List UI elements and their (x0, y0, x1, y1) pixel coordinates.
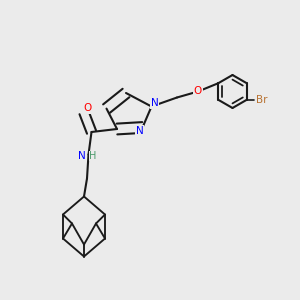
Text: N: N (78, 151, 86, 161)
Text: H: H (89, 151, 97, 161)
Text: N: N (151, 98, 158, 109)
Text: O: O (194, 86, 202, 97)
Text: Br: Br (256, 95, 268, 105)
Text: N: N (136, 125, 143, 136)
Text: O: O (83, 103, 91, 113)
